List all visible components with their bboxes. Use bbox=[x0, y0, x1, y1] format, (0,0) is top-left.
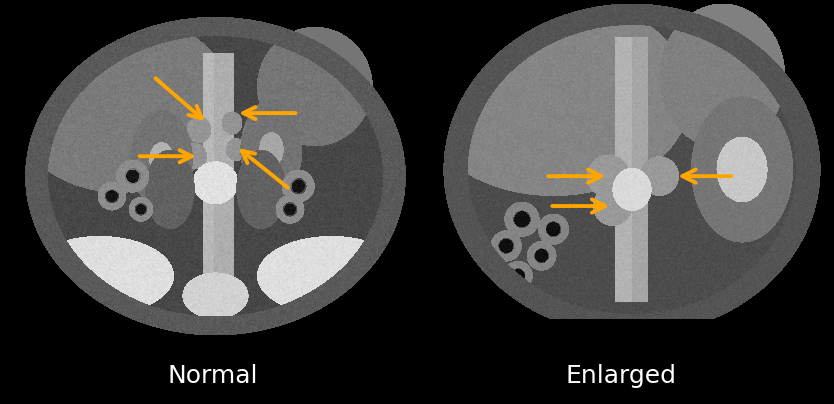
Text: Enlarged: Enlarged bbox=[565, 364, 677, 388]
Text: Normal: Normal bbox=[168, 364, 258, 388]
